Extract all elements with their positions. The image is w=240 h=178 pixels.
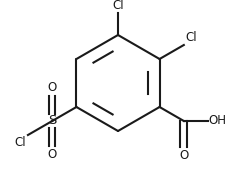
Text: Cl: Cl <box>186 31 198 44</box>
Text: Cl: Cl <box>112 0 124 12</box>
Text: O: O <box>48 81 57 94</box>
Text: O: O <box>179 149 188 162</box>
Text: OH: OH <box>209 114 227 127</box>
Text: O: O <box>48 148 57 161</box>
Text: S: S <box>48 114 56 127</box>
Text: Cl: Cl <box>14 136 26 149</box>
